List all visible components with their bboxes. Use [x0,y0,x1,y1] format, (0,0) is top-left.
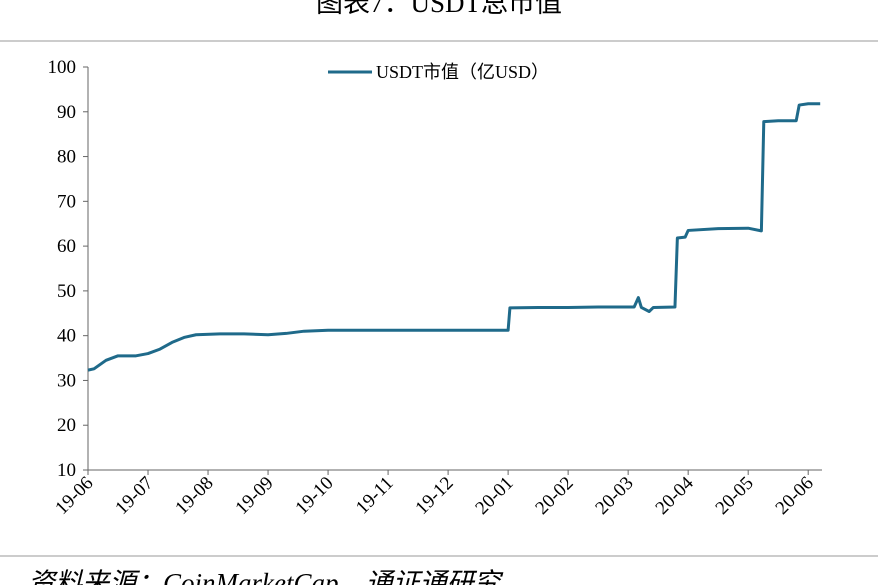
source-note: 资料来源：CoinMarketCap，通证通研究 [28,568,503,585]
y-tick-label: 70 [57,191,76,212]
y-tick-label: 60 [57,236,76,257]
y-tick-label: 30 [57,370,76,391]
x-tick-label: 19-08 [171,473,217,519]
x-tick-label: 19-10 [291,473,337,519]
x-tick-label: 19-09 [231,473,277,519]
y-tick-label: 40 [57,326,76,347]
x-tick-label: 20-03 [591,473,637,519]
x-tick-label: 19-12 [411,473,457,519]
y-tick-label: 20 [57,415,76,436]
x-tick-label: 20-06 [772,473,818,519]
y-tick-label: 10 [57,460,76,481]
x-tick-label: 20-04 [652,472,699,519]
data-line [87,102,821,372]
page-title: 图表7：USDT总市值 [316,0,562,18]
x-tick-label: 20-01 [471,473,517,519]
x-tick-label: 19-07 [111,473,157,519]
x-tick-label: 20-05 [712,473,758,519]
x-tick-label: 20-02 [531,473,577,519]
y-tick-label: 100 [48,57,77,78]
x-tick-label: 19-11 [352,473,398,519]
y-tick-label: 50 [57,281,76,302]
y-tick-label: 90 [57,102,76,123]
legend-label: USDT市值（亿USD） [376,62,549,82]
y-tick-label: 80 [57,147,76,168]
